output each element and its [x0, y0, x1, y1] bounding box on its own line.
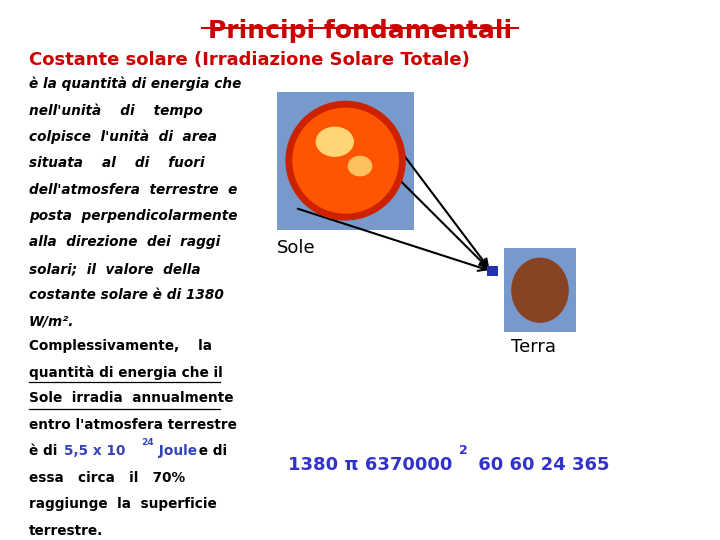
Text: 2: 2 [459, 444, 468, 457]
Bar [277, 92, 414, 230]
Text: nell'unità    di    tempo: nell'unità di tempo [29, 103, 202, 118]
Text: 24: 24 [141, 438, 154, 447]
Text: è la quantità di energia che: è la quantità di energia che [29, 77, 241, 91]
Text: Complessivamente,    la: Complessivamente, la [29, 339, 212, 353]
Ellipse shape [285, 101, 406, 220]
Text: Sole  irradia  annualmente: Sole irradia annualmente [29, 392, 233, 406]
Text: 1380 π 6370000: 1380 π 6370000 [288, 456, 452, 474]
Text: colpisce  l'unità  di  area: colpisce l'unità di area [29, 130, 217, 144]
Text: Terra: Terra [511, 338, 557, 355]
Ellipse shape [292, 107, 399, 214]
Text: Costante solare (Irradiazione Solare Totale): Costante solare (Irradiazione Solare Tot… [29, 51, 469, 69]
Text: situata    al    di    fuori: situata al di fuori [29, 156, 204, 170]
Text: Principi fondamentali: Principi fondamentali [208, 19, 512, 43]
Text: è di: è di [29, 444, 62, 458]
Text: costante solare è di 1380: costante solare è di 1380 [29, 288, 224, 302]
Text: Sole: Sole [277, 239, 316, 256]
Ellipse shape [348, 156, 372, 177]
Text: terrestre.: terrestre. [29, 524, 103, 538]
Text: e di: e di [194, 444, 228, 458]
Bar [487, 266, 498, 276]
Text: solari;  il  valore  della: solari; il valore della [29, 262, 200, 276]
Text: posta  perpendicolarmente: posta perpendicolarmente [29, 209, 238, 223]
Text: Joule: Joule [154, 444, 197, 458]
Text: dell'atmosfera  terrestre  e: dell'atmosfera terrestre e [29, 183, 237, 197]
Text: entro l'atmosfera terrestre: entro l'atmosfera terrestre [29, 418, 237, 432]
Text: 5,5 x 10: 5,5 x 10 [64, 444, 125, 458]
Text: W/m².: W/m². [29, 315, 74, 329]
Bar [504, 248, 576, 332]
Text: quantità di energia che il: quantità di energia che il [29, 365, 222, 380]
Text: raggiunge  la  superficie: raggiunge la superficie [29, 497, 217, 511]
Text: 60 60 24 365: 60 60 24 365 [472, 456, 609, 474]
Text: essa   circa   il   70%: essa circa il 70% [29, 471, 185, 485]
Ellipse shape [511, 258, 569, 323]
Ellipse shape [315, 126, 354, 157]
Text: alla  direzione  dei  raggi: alla direzione dei raggi [29, 235, 220, 249]
